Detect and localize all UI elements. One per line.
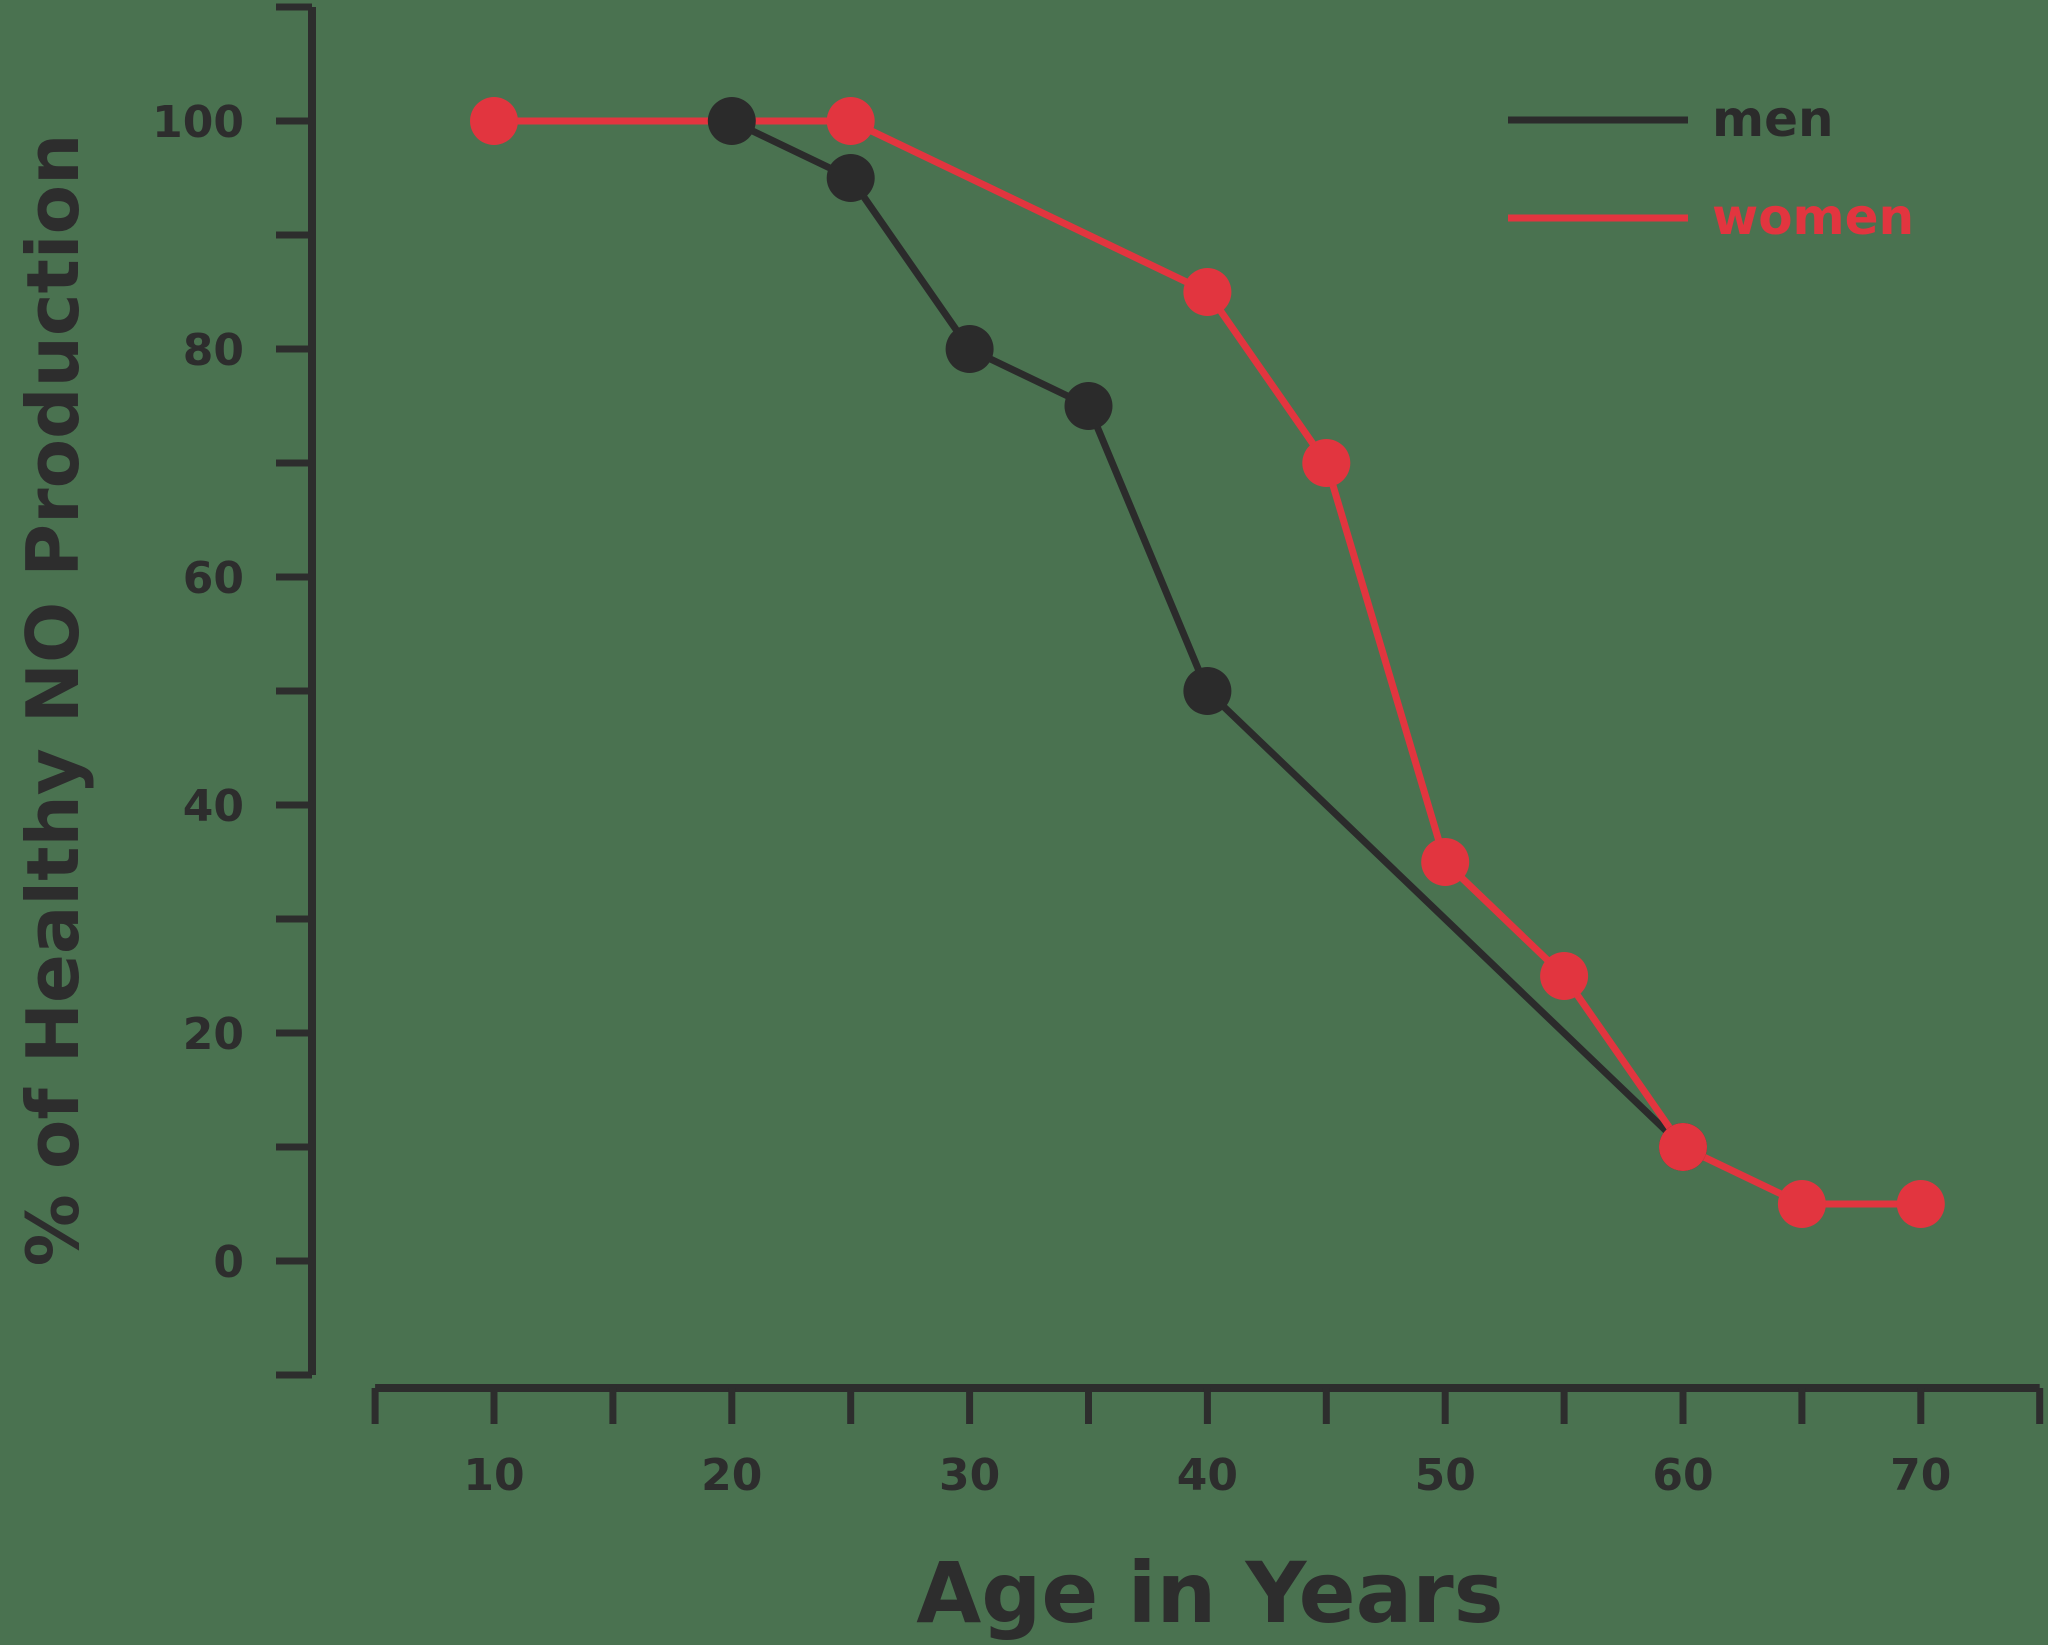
y-tick-label: 40 [183, 781, 244, 832]
y-tick-label: 60 [183, 553, 244, 604]
data-point-women [1183, 268, 1232, 316]
data-point-women [1896, 1180, 1945, 1228]
series-layer [470, 97, 1945, 1228]
data-point-women [1659, 1123, 1707, 1171]
legend-label-men: men [1712, 90, 1834, 148]
legend-label-women: women [1712, 188, 1914, 246]
data-point-women [470, 97, 518, 145]
y-axis: 0 20 40 60 80 100 [152, 3, 316, 1379]
data-point-men [1064, 382, 1113, 430]
y-tick-label: 0 [213, 1237, 244, 1288]
y-axis-title: % of Healthy NO Production [11, 134, 95, 1267]
data-point-women [1777, 1180, 1826, 1228]
data-point-women [826, 97, 875, 145]
y-tick-label: 80 [183, 325, 244, 376]
x-tick-label: 70 [1890, 1450, 1951, 1501]
x-tick-label: 60 [1652, 1450, 1713, 1501]
x-tick-label: 50 [1415, 1450, 1476, 1501]
data-point-men [1183, 667, 1232, 715]
data-point-women [1302, 439, 1351, 487]
y-tick-label: 100 [152, 97, 244, 148]
x-axis-title: Age in Years [916, 1544, 1503, 1642]
x-axis: 10 20 30 40 50 60 70 [371, 1384, 2044, 1501]
y-tick-label: 20 [183, 1009, 244, 1060]
data-point-women [1540, 952, 1589, 1000]
x-tick-label: 20 [701, 1450, 762, 1501]
x-tick-label: 10 [463, 1450, 524, 1501]
legend: men women [1508, 90, 1914, 246]
data-point-men [826, 154, 875, 202]
x-tick-label: 40 [1177, 1450, 1238, 1501]
data-point-women [1421, 838, 1470, 886]
data-point-men [707, 97, 756, 145]
data-point-men [945, 325, 994, 373]
x-tick-label: 30 [939, 1450, 1000, 1501]
